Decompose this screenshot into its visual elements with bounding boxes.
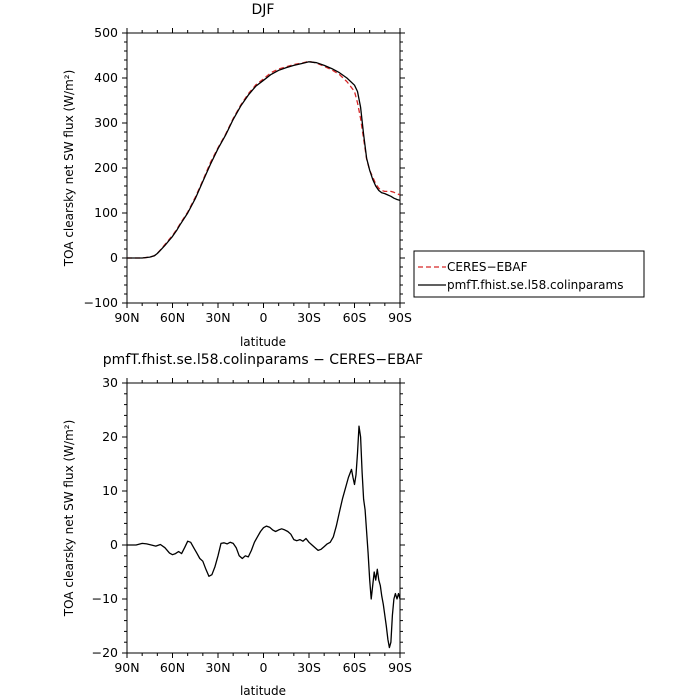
y-tick-label: 0: [110, 537, 118, 552]
y-tick-label: −100: [84, 295, 118, 310]
x-tick-label: 30N: [205, 660, 230, 675]
x-tick-label: 90S: [388, 310, 412, 325]
y-tick-label: 10: [102, 483, 118, 498]
bottom-y-axis-label: TOA clearsky net SW flux (W/m²): [62, 420, 76, 618]
series-line-1: [127, 61, 401, 259]
series-line-0: [127, 425, 401, 649]
x-tick-label: 90S: [388, 660, 412, 675]
bottom-panel-title: pmfT.fhist.se.l58.colinparams − CERES−EB…: [103, 352, 423, 368]
y-tick-label: 30: [102, 375, 118, 390]
x-tick-label: 30S: [297, 660, 321, 675]
top-panel-title: DJF: [252, 2, 275, 18]
y-tick-label: 20: [102, 429, 118, 444]
y-tick-label: 400: [94, 70, 118, 85]
bottom-x-axis-label: latitude: [240, 684, 286, 698]
legend-label-ceres: CERES−EBAF: [447, 260, 528, 274]
top-x-tick-labels: 90N 60N 30N 0 30S 60S 90S: [114, 310, 412, 325]
x-tick-label: 60S: [343, 660, 367, 675]
top-series: [127, 60, 401, 259]
y-tick-label: 500: [94, 25, 118, 40]
bottom-x-tick-labels: 90N 60N 30N 0 30S 60S 90S: [114, 660, 412, 675]
x-tick-label: 60N: [160, 660, 185, 675]
y-tick-label: −20: [92, 645, 118, 660]
bottom-ticks: [122, 378, 405, 658]
top-x-axis-label: latitude: [240, 335, 286, 349]
bottom-panel: pmfT.fhist.se.l58.colinparams − CERES−EB…: [62, 352, 423, 698]
bottom-series: [127, 425, 401, 649]
legend: CERES−EBAF pmfT.fhist.se.l58.colinparams: [413, 250, 645, 298]
y-tick-label: 300: [94, 115, 118, 130]
top-ticks: [122, 28, 405, 308]
top-plot-frame: [126, 32, 401, 304]
y-tick-label: −10: [92, 591, 118, 606]
legend-label-model: pmfT.fhist.se.l58.colinparams: [447, 278, 623, 292]
series-line-0: [127, 60, 401, 259]
x-tick-label: 30N: [205, 310, 230, 325]
bottom-y-tick-labels: −20 −10 0 10 20 30: [92, 375, 118, 660]
legend-box: [413, 250, 645, 298]
x-tick-label: 0: [260, 310, 268, 325]
y-tick-label: 0: [110, 250, 118, 265]
x-tick-label: 90N: [114, 660, 139, 675]
top-y-tick-labels: −100 0 100 200 300 400 500: [84, 25, 118, 310]
x-tick-label: 60S: [343, 310, 367, 325]
y-tick-label: 200: [94, 160, 118, 175]
y-tick-label: 100: [94, 205, 118, 220]
top-y-axis-label: TOA clearsky net SW flux (W/m²): [62, 70, 76, 268]
x-tick-label: 0: [260, 660, 268, 675]
x-tick-label: 30S: [297, 310, 321, 325]
top-panel: DJF 90N 60N 30N 0 30S 60S 90S −100 0 100 200 300 40…: [62, 2, 645, 349]
bottom-plot-frame: [126, 382, 401, 654]
x-tick-label: 90N: [114, 310, 139, 325]
x-tick-label: 60N: [160, 310, 185, 325]
